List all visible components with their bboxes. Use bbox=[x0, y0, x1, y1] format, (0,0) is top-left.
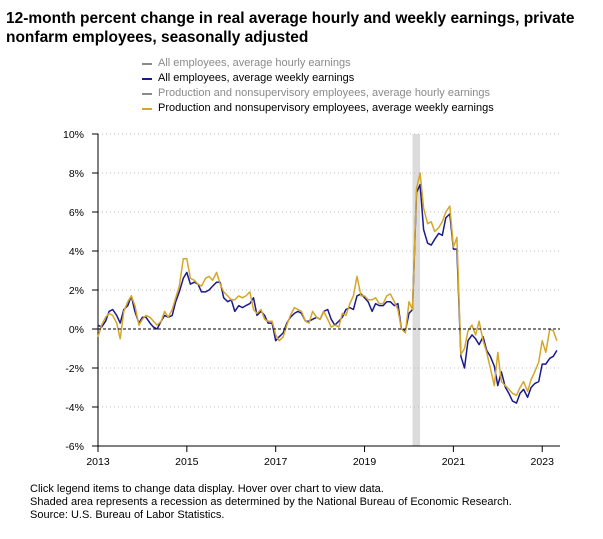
y-tick-label: 0% bbox=[69, 324, 84, 336]
x-tick-label: 2017 bbox=[264, 456, 288, 468]
series-line-3[interactable] bbox=[97, 172, 558, 397]
recession-shading bbox=[412, 134, 421, 446]
x-tick-label: 2023 bbox=[531, 456, 555, 468]
y-tick-label: -4% bbox=[65, 402, 84, 414]
x-tick-label: 2013 bbox=[86, 456, 110, 468]
y-tick-label: 4% bbox=[69, 246, 84, 258]
legend-swatch bbox=[142, 92, 152, 95]
y-tick-label: -2% bbox=[65, 363, 84, 375]
y-tick-label: 6% bbox=[69, 207, 84, 219]
footer-source: Source: U.S. Bureau of Labor Statistics. bbox=[30, 509, 225, 521]
chart-legend: All employees, average hourly earnings Al… bbox=[142, 56, 494, 116]
chart-footer: Click legend items to change data displa… bbox=[30, 483, 512, 522]
legend-item-2[interactable]: Production and nonsupervisory employees,… bbox=[142, 86, 494, 101]
legend-item-0[interactable]: All employees, average hourly earnings bbox=[142, 56, 494, 71]
y-tick-label: 10% bbox=[63, 129, 84, 141]
legend-item-1[interactable]: All employees, average weekly earnings bbox=[142, 71, 494, 86]
legend-label: Production and nonsupervisory employees,… bbox=[158, 102, 494, 114]
y-tick-label: 8% bbox=[69, 168, 84, 180]
x-tick-label: 2015 bbox=[175, 456, 199, 468]
legend-label: Production and nonsupervisory employees,… bbox=[158, 87, 491, 99]
y-tick-label: -6% bbox=[65, 441, 84, 453]
footer-instructions: Click legend items to change data displa… bbox=[30, 483, 384, 495]
chart-title: 12-month percent change in real average … bbox=[6, 10, 575, 46]
legend-label: All employees, average weekly earnings bbox=[158, 72, 355, 84]
legend-swatch bbox=[142, 77, 152, 80]
legend-swatch bbox=[142, 62, 152, 65]
series-line-1[interactable] bbox=[97, 183, 558, 404]
footer-recession-note: Shaded area represents a recession as de… bbox=[30, 496, 512, 508]
x-tick-label: 2021 bbox=[442, 456, 466, 468]
y-tick-label: 2% bbox=[69, 285, 84, 297]
legend-label: All employees, average hourly earnings bbox=[158, 57, 351, 69]
legend-item-3[interactable]: Production and nonsupervisory employees,… bbox=[142, 101, 494, 116]
x-tick-label: 2019 bbox=[353, 456, 377, 468]
legend-swatch bbox=[142, 107, 152, 110]
